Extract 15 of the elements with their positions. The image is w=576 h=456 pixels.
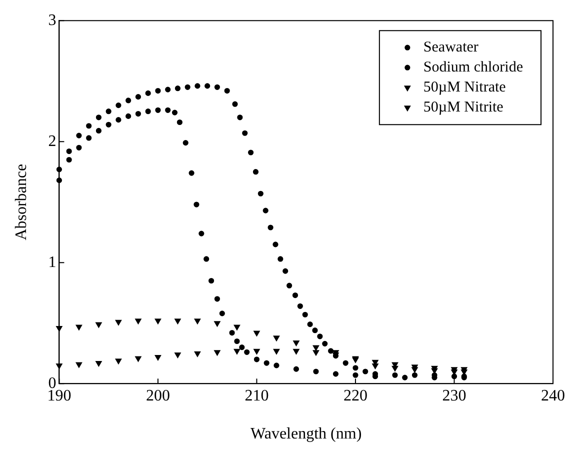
- legend-label: Seawater: [423, 40, 478, 56]
- x-tick-label: 200: [146, 387, 170, 404]
- y-tick-label: 1: [48, 254, 56, 271]
- y-axis-title: Absorbance: [12, 164, 30, 240]
- x-tick-label: 210: [244, 387, 269, 404]
- x-tick-label: 240: [541, 387, 565, 404]
- x-tick-label: 190: [47, 387, 72, 404]
- x-axis-title: Wavelength (nm): [250, 426, 362, 443]
- legend-label: Sodium chloride: [423, 60, 524, 76]
- legend-label: 50µM Nitrite: [423, 100, 504, 116]
- y-tick-label: 2: [48, 132, 56, 150]
- x-tick-label: 230: [442, 387, 466, 404]
- y-tick-label: 3: [48, 12, 56, 29]
- legend-label: 50µM Nitrate: [423, 80, 506, 96]
- x-tick-label: 220: [343, 387, 368, 404]
